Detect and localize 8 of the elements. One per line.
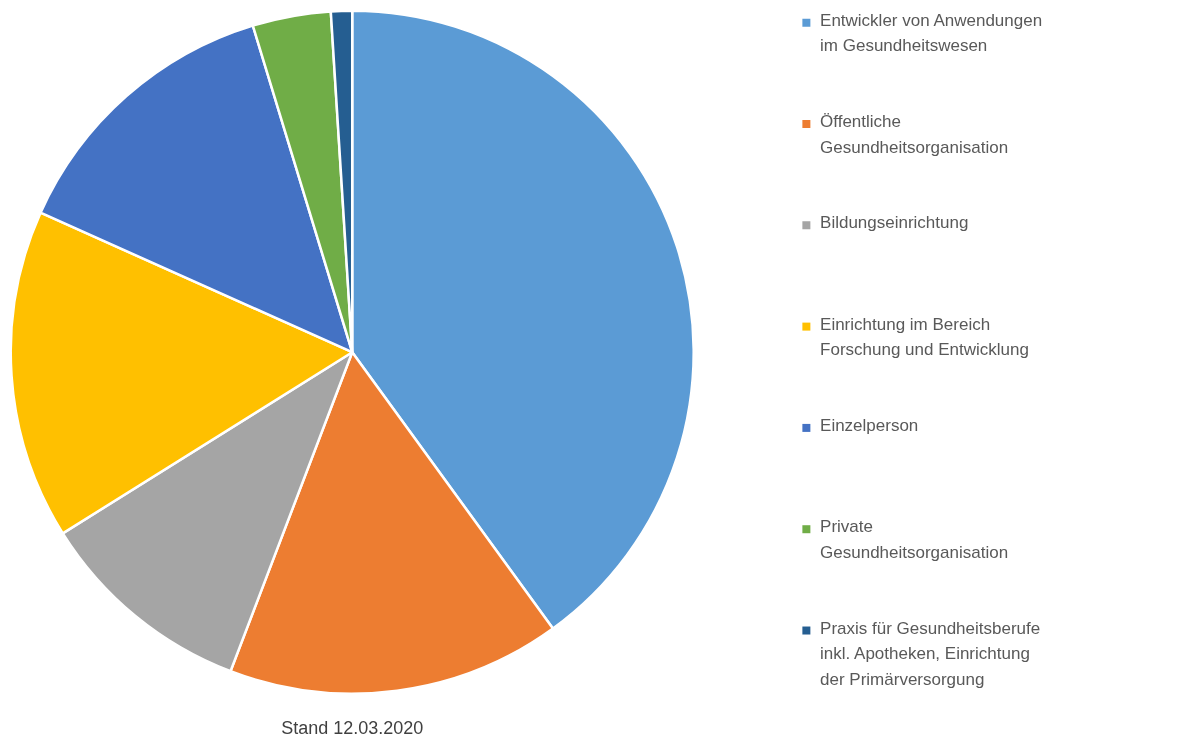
legend-label: Bildungseinrichtung bbox=[820, 213, 969, 233]
legend-label: Einrichtung im Bereich Forschung und Entwicklung bbox=[820, 314, 1029, 360]
text: Stand 12.03.2020 bbox=[281, 717, 424, 738]
legend-label: Praxis für Gesundheitsberufe inkl. Apotheken, Einrichtung der Primärversorgung bbox=[820, 618, 1041, 689]
legend-label: Private Gesundheitsorganisation bbox=[820, 517, 1009, 562]
legend-label: Einzelperson bbox=[820, 415, 919, 435]
legend-label: Öffentliche Gesundheitsorganisation bbox=[820, 112, 1009, 157]
legend-label: Entwickler von Anwendungen im Gesundheitswesen bbox=[820, 10, 1043, 56]
